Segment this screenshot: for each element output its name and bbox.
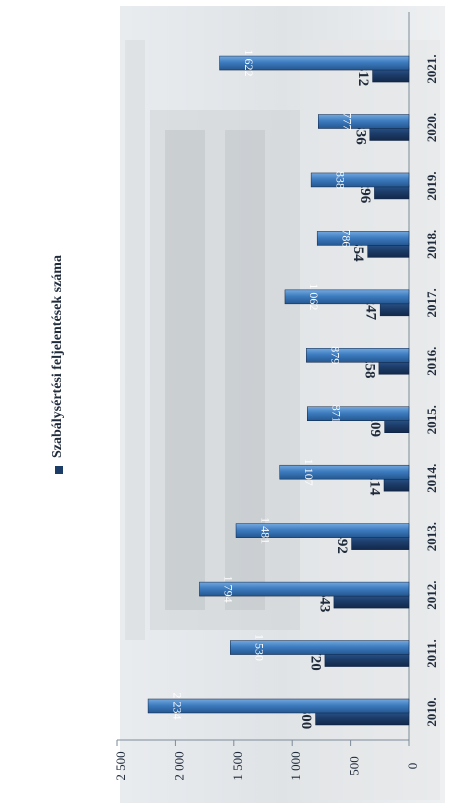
category-label: 2013. [424,522,439,551]
category-axis: 2010. 2011. 2012. 2013. 2014. 2015. 2016. 2017.… [424,54,439,726]
legend-label: Szabálysértési feljelentések száma [50,255,65,458]
bar-series-2 [199,581,410,597]
category-label: 2021. [424,54,439,83]
category-label: 2016. [424,347,439,376]
category-label: 2015. [424,405,439,434]
data-label: 871 [330,405,344,423]
data-label: 2 234 [170,693,184,720]
value-tick-label: 0 [405,763,420,770]
value-tick-label: 1 000 [288,751,303,780]
data-label: 786 [339,229,353,247]
value-axis: 0 500 1 000 1 500 2 000 2 500 [113,12,420,781]
value-tick-label: 2 000 [171,751,186,780]
category-label: 2010. [424,697,439,726]
data-label: 777 [340,113,354,131]
legend: Szabálysértési feljelentések száma [50,255,65,474]
data-label: 1 794 [222,576,236,603]
data-label: 1 530 [253,634,267,661]
category-label: 2018. [424,230,439,259]
bar-series-2 [230,640,410,655]
data-label: 879 [329,346,343,364]
bar-series-2 [317,114,410,129]
bar-series-2 [235,523,410,538]
category-label: 2014. [424,464,439,493]
legend-swatch [55,466,63,474]
data-label: 1 481 [258,517,272,544]
category-label: 2012. [424,580,439,609]
data-label: 1 622 [242,50,256,77]
category-label: 2020. [424,113,439,142]
data-label: 1 107 [302,459,316,486]
bar-series-2 [306,348,410,363]
category-label: 2017. [424,288,439,317]
category-label: 2011. [424,639,439,668]
value-tick-label: 500 [347,756,362,776]
bar-series-2 [147,698,410,714]
bar-series-2 [316,231,410,246]
value-tick-label: 1 500 [230,751,245,780]
bar-series-2 [279,464,410,480]
bar-series-2 [219,55,410,71]
category-label: 2019. [424,171,439,200]
bar-series-2 [307,406,410,421]
bar-series-2 [310,172,410,188]
data-label: 838 [333,171,347,189]
value-tick-label: 2 500 [113,751,128,780]
data-label: 1 062 [307,283,321,310]
bar-series-2 [284,289,410,305]
